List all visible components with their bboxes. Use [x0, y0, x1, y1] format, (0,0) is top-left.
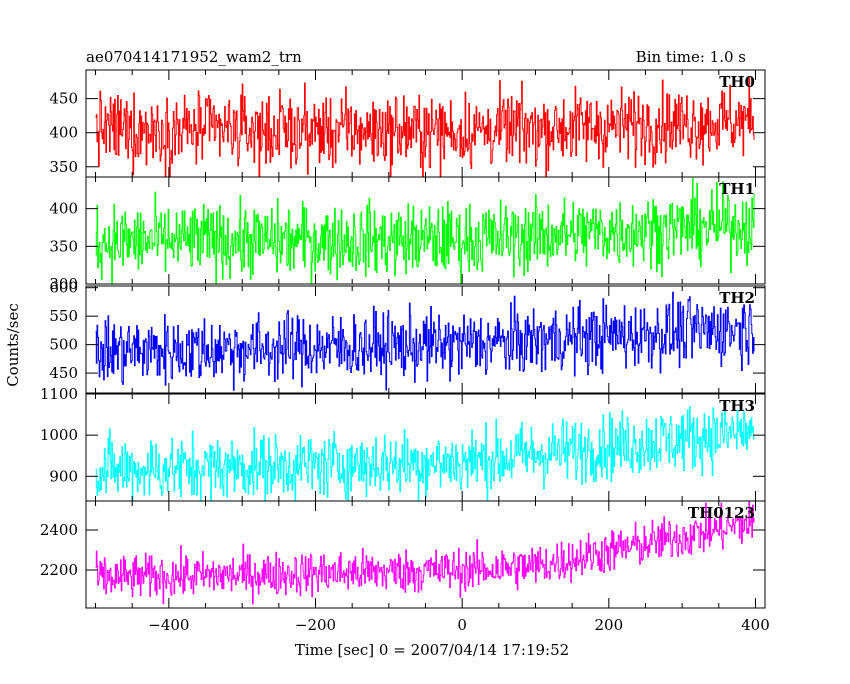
y-tick-label: 400 [49, 200, 78, 218]
y-tick-label: 900 [49, 467, 78, 485]
panel-label-th0123: TH0123 [688, 504, 755, 522]
y-tick-label: 450 [49, 90, 78, 108]
y-tick-label: 350 [49, 237, 78, 255]
x-tick-label: 400 [741, 616, 770, 634]
y-axis-label: Counts/sec [4, 303, 22, 387]
y-tick-label: 450 [49, 364, 78, 382]
panel-label-th2: TH2 [719, 289, 755, 307]
panel-th2: 450 500 550 600 TH2 [49, 279, 766, 394]
panel-label-th3: TH3 [719, 397, 755, 415]
panel-th3: 900 1000 1100 TH3 [40, 385, 766, 502]
y-tick-label: 1100 [40, 385, 78, 403]
x-tick-label: −400 [148, 616, 189, 634]
series-line-th0 [95, 77, 755, 177]
y-tick-label: 300 [49, 275, 78, 293]
series-line-th2 [95, 291, 755, 391]
panel-th0: 350 400 450 TH0 [49, 69, 766, 178]
x-tick-label: 0 [457, 616, 467, 634]
series-line-th3 [95, 401, 755, 501]
series-line-th0123 [95, 501, 755, 605]
y-tick-label: 550 [49, 307, 78, 325]
panels-group: 350 400 450 TH0 300 350 400 TH1 450 500 550 600 TH2 9… [40, 69, 770, 634]
chart-title: ae070414171952_wam2_trn [86, 48, 302, 66]
panel-th0123: 2200 2400 TH0123 [40, 500, 766, 609]
y-tick-label: 1000 [40, 426, 78, 444]
series-line-th1 [95, 177, 755, 284]
y-tick-label: 600 [49, 279, 78, 297]
panel-label-th1: TH1 [719, 180, 755, 198]
y-tick-label: 500 [49, 336, 78, 354]
panel-frame [85, 500, 766, 609]
x-tick-label: −200 [295, 616, 336, 634]
y-tick-label: 2200 [40, 561, 78, 579]
y-tick-label: 2400 [40, 521, 78, 539]
panel-th1: 300 350 400 TH1 [49, 176, 766, 293]
x-tick-label: 200 [594, 616, 623, 634]
y-tick-label: 350 [49, 158, 78, 176]
x-axis-label: Time [sec] 0 = 2007/04/14 17:19:52 [295, 641, 569, 659]
y-tick-label: 400 [49, 124, 78, 142]
panel-label-th0: TH0 [719, 73, 755, 91]
bin-time-label: Bin time: 1.0 s [636, 48, 746, 66]
